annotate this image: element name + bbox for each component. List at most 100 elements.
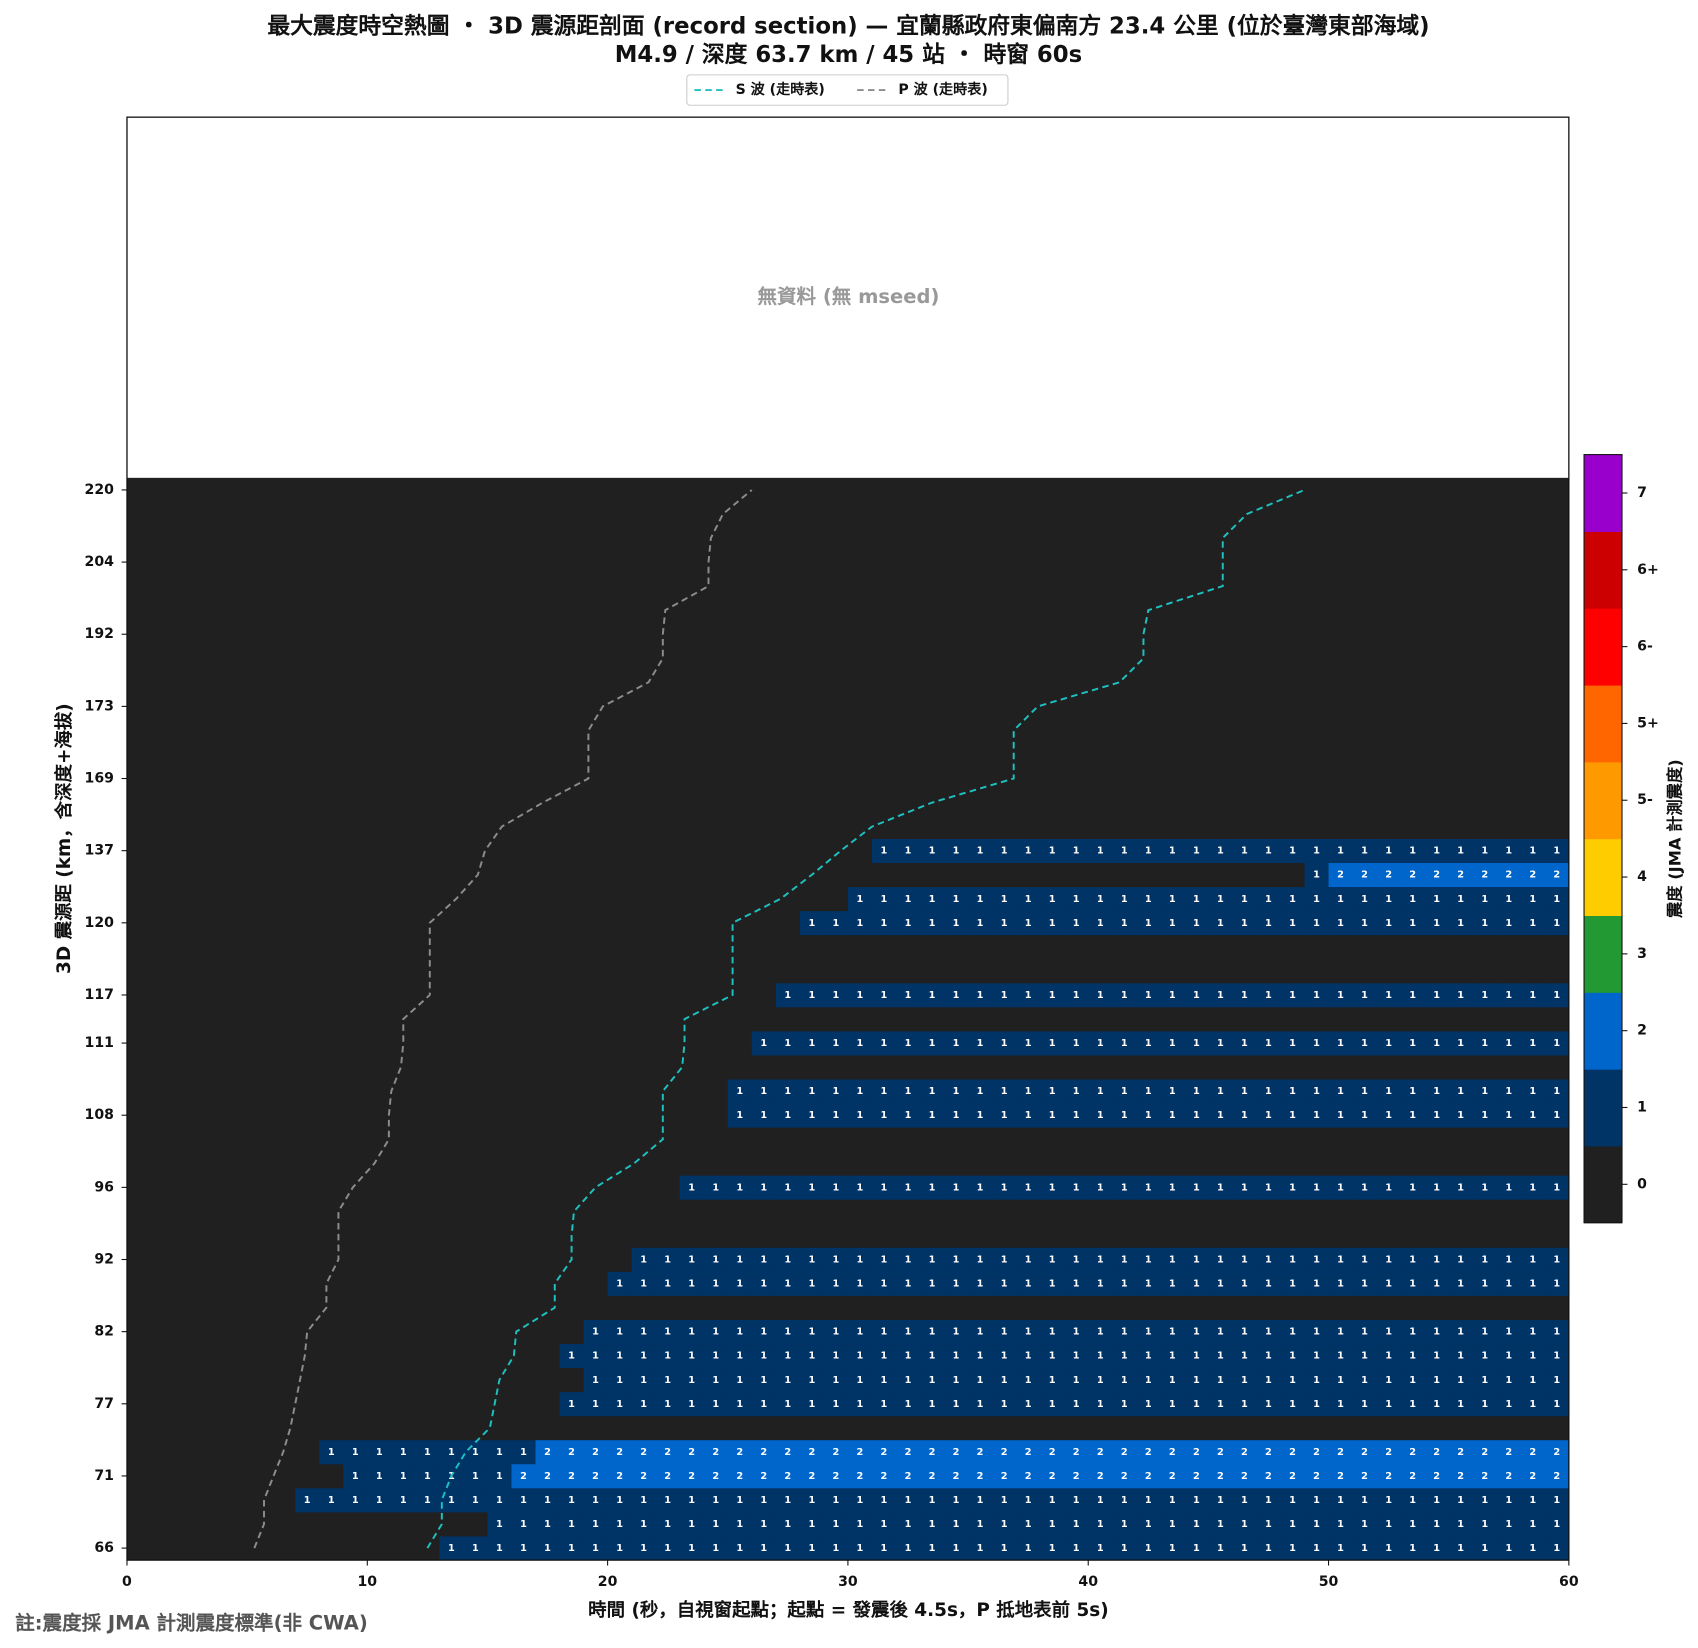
heatmap-cell	[151, 526, 176, 551]
cell-label: 1	[808, 990, 815, 1001]
heatmap-cell	[1328, 1199, 1353, 1224]
heatmap-cell	[751, 1175, 777, 1200]
heatmap-cell	[415, 934, 440, 960]
heatmap-cell	[992, 477, 1017, 503]
cell-label: 1	[1457, 1351, 1464, 1362]
heatmap-cell	[1088, 1006, 1113, 1032]
heatmap-cell	[1472, 1512, 1498, 1537]
heatmap-cell	[775, 622, 801, 647]
heatmap-cell	[1112, 501, 1137, 527]
heatmap-cell	[271, 1199, 296, 1224]
cell-label: 1	[496, 1447, 503, 1458]
heatmap-cell	[1520, 1127, 1546, 1152]
heatmap-cell	[1496, 574, 1522, 599]
cell-label: 1	[1001, 918, 1008, 929]
heatmap-cell	[775, 1295, 801, 1320]
cell-label: 2	[1145, 1447, 1152, 1458]
heatmap-cell	[126, 1151, 152, 1176]
heatmap-cell	[1232, 1199, 1257, 1224]
heatmap-cell	[175, 1415, 200, 1441]
cell-label: 1	[400, 1495, 407, 1506]
heatmap-cell	[535, 1295, 560, 1320]
heatmap-cell	[679, 1175, 705, 1200]
heatmap-cell	[1184, 910, 1209, 936]
heatmap-cell	[1256, 1199, 1281, 1224]
cell-label: 1	[1217, 1255, 1224, 1266]
cell-label: 1	[1193, 1086, 1200, 1097]
heatmap-cell	[535, 1391, 560, 1417]
cell-label: 1	[1433, 1182, 1440, 1193]
cell-label: 1	[1073, 1038, 1080, 1049]
heatmap-cell	[463, 1512, 488, 1537]
heatmap-cell	[271, 982, 296, 1008]
heatmap-cell	[631, 501, 656, 527]
cell-label: 1	[881, 1543, 888, 1554]
heatmap-cell	[391, 1415, 416, 1441]
heatmap-cell	[727, 501, 753, 527]
cell-label: 1	[1385, 918, 1392, 929]
heatmap-cell	[1472, 718, 1498, 743]
cell-label: 1	[1409, 1495, 1416, 1506]
heatmap-cell	[511, 1487, 536, 1513]
heatmap-cell	[583, 1536, 608, 1561]
heatmap-cell	[151, 1512, 176, 1537]
heatmap-cell	[1400, 1247, 1425, 1272]
heatmap-cell	[992, 694, 1017, 719]
heatmap-cell	[992, 646, 1017, 671]
heatmap-cell	[751, 1079, 777, 1104]
heatmap-cell	[151, 1439, 176, 1465]
heatmap-cell	[367, 1487, 392, 1513]
colorbar-frame	[1583, 454, 1623, 1224]
heatmap-cell	[1088, 838, 1113, 864]
heatmap-cell	[487, 1463, 512, 1489]
heatmap-cell	[703, 1391, 729, 1417]
heatmap-cell	[1280, 1512, 1305, 1537]
cell-label: 1	[616, 1327, 623, 1338]
heatmap-cell	[823, 934, 849, 960]
cell-label: 2	[1361, 1447, 1368, 1458]
heatmap-cell	[1112, 1223, 1137, 1248]
cell-label: 1	[1169, 1086, 1176, 1097]
cell-label: 1	[1505, 1327, 1512, 1338]
heatmap-cell	[1520, 1031, 1546, 1056]
heatmap-cell	[1184, 477, 1209, 503]
heatmap-cell	[871, 1463, 897, 1489]
heatmap-cell	[583, 1512, 608, 1537]
heatmap-cell	[1424, 838, 1450, 864]
cell-label: 1	[1217, 1399, 1224, 1410]
cell-label: 1	[784, 1327, 791, 1338]
heatmap-cell	[823, 1487, 849, 1513]
heatmap-cell	[992, 1271, 1017, 1296]
heatmap-cell	[1088, 574, 1113, 599]
heatmap-cell	[487, 1415, 512, 1441]
heatmap-cell	[1136, 814, 1161, 839]
heatmap-cell	[583, 1223, 608, 1248]
heatmap-cell	[1424, 1079, 1450, 1104]
heatmap-cell	[343, 1271, 368, 1296]
cell-label: 1	[1193, 1182, 1200, 1193]
heatmap-cell	[1328, 982, 1353, 1008]
heatmap-cell	[703, 1536, 729, 1561]
cell-label: 1	[1025, 894, 1032, 905]
heatmap-cell	[1088, 1415, 1113, 1441]
heatmap-cell	[920, 910, 945, 936]
heatmap-cell	[631, 670, 656, 695]
colorbar-tick-label: 1	[1637, 1099, 1647, 1115]
heatmap-cell	[631, 1006, 656, 1032]
cell-label: 1	[1481, 1327, 1488, 1338]
heatmap-cell	[679, 1319, 705, 1345]
heatmap-cell	[1304, 1439, 1329, 1465]
heatmap-cell	[439, 1295, 464, 1320]
heatmap-cell	[703, 1343, 729, 1369]
heatmap-cell	[1304, 742, 1329, 767]
cell-label: 1	[1289, 894, 1296, 905]
heatmap-cell	[775, 1391, 801, 1417]
heatmap-cell	[1400, 1487, 1425, 1513]
heatmap-cell	[607, 1391, 632, 1417]
cell-label: 1	[1529, 1495, 1536, 1506]
cell-label: 1	[472, 1447, 479, 1458]
heatmap-cell	[1088, 982, 1113, 1008]
heatmap-cell	[751, 1367, 777, 1393]
heatmap-cell	[511, 1367, 536, 1393]
heatmap-cell	[751, 1319, 777, 1345]
